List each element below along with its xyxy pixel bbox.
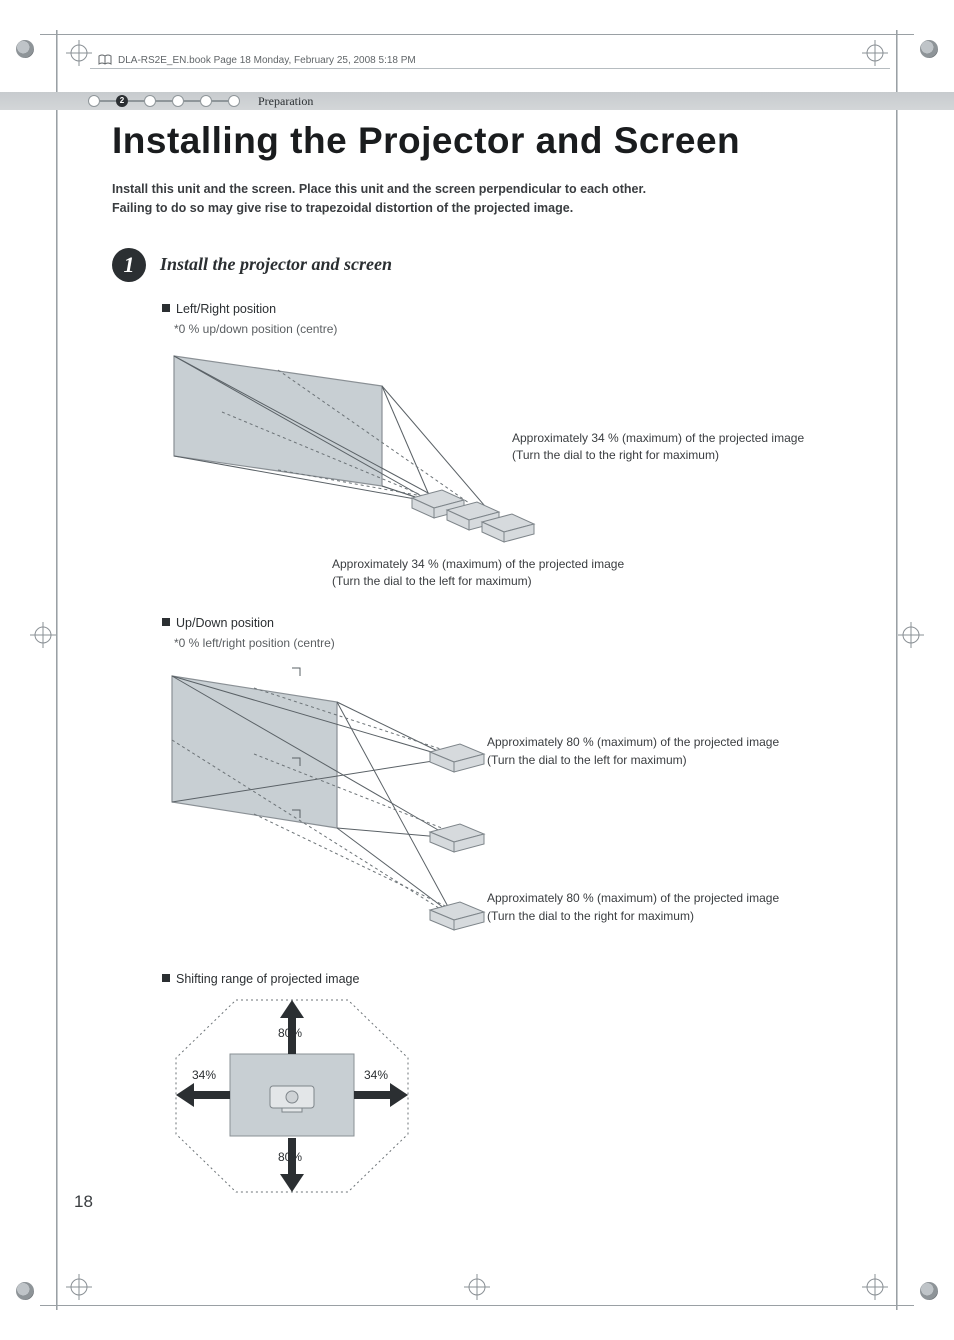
lr-callout-right: Approximately 34 % (maximum) of the proj… [512, 430, 832, 465]
crop-mark [66, 40, 92, 66]
meta-underline [90, 68, 890, 69]
range-left-pct: 34% [192, 1068, 216, 1082]
crop-mark [862, 1274, 888, 1300]
range-top-pct: 80% [278, 1026, 302, 1040]
figure-ud: Approximately 80 % (maximum) of the proj… [162, 658, 802, 958]
book-icon [98, 54, 112, 66]
ud-callout-top: Approximately 80 % (maximum) of the proj… [487, 734, 817, 769]
figure-range: 80% 80% 34% 34% [162, 992, 422, 1202]
range-bottom-pct: 80% [278, 1150, 302, 1164]
progress-step-number: 2 [116, 95, 128, 107]
lr-heading: Left/Right position [162, 302, 882, 316]
crop-mark [66, 1274, 92, 1300]
step-title: Install the projector and screen [160, 254, 392, 275]
section-band-inner: 2 Preparation [88, 92, 313, 110]
range-heading: Shifting range of projected image [162, 972, 882, 986]
crop-mark [464, 1274, 490, 1300]
progress-chain: 2 [88, 95, 240, 107]
doc-meta-text: DLA-RS2E_EN.book Page 18 Monday, Februar… [118, 55, 416, 66]
step-badge: 1 [112, 248, 146, 282]
section-label: Preparation [258, 94, 313, 109]
page-title: Installing the Projector and Screen [112, 120, 882, 162]
ud-heading: Up/Down position [162, 616, 882, 630]
range-right-pct: 34% [364, 1068, 388, 1082]
crop-mark [862, 40, 888, 66]
lead-text: Install this unit and the screen. Place … [112, 180, 882, 218]
crop-mark [898, 622, 924, 648]
ud-callout-bottom: Approximately 80 % (maximum) of the proj… [487, 890, 817, 925]
page-number: 18 [74, 1192, 93, 1212]
lr-callout-below: Approximately 34 % (maximum) of the proj… [332, 556, 882, 591]
crop-mark [30, 622, 56, 648]
lr-note: *0 % up/down position (centre) [174, 322, 882, 336]
ud-note: *0 % left/right position (centre) [174, 636, 882, 650]
figure-lr: Approximately 34 % (maximum) of the proj… [162, 344, 802, 554]
doc-meta: DLA-RS2E_EN.book Page 18 Monday, Februar… [98, 54, 416, 66]
step-heading: 1 Install the projector and screen [112, 248, 882, 282]
